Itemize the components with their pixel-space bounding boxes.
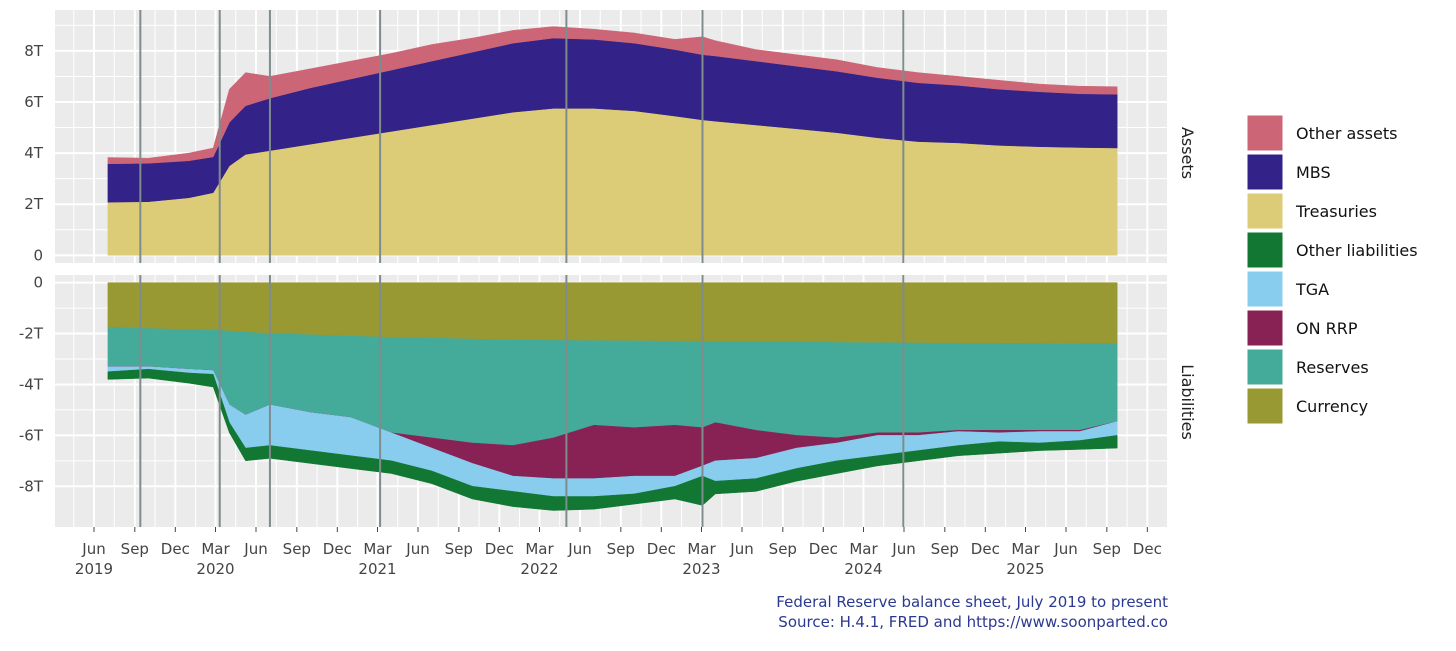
legend-label: Other assets (1296, 124, 1397, 143)
y-tick-label: -8T (19, 477, 44, 495)
panel-assets: 0 2T 4T 6T 8T (24, 10, 1169, 264)
x-tick-label: Dec (971, 540, 1000, 558)
x-tick-label: Sep (121, 540, 149, 558)
x-tick-label: Dec (809, 540, 838, 558)
legend-label: Currency (1296, 397, 1368, 416)
legend-label: ON RRP (1296, 319, 1358, 338)
x-tick-label: Mar (201, 540, 230, 558)
y-tick-label: 8T (24, 42, 44, 60)
x-year-label: 2023 (682, 560, 720, 578)
x-tick-label: Mar (1011, 540, 1040, 558)
caption-title: Federal Reserve balance sheet, July 2019… (776, 593, 1168, 611)
x-year-label: 2022 (520, 560, 558, 578)
y-tick-label: -2T (19, 325, 44, 343)
y-tick-label: 6T (24, 93, 44, 111)
caption-source: Source: H.4.1, FRED and https://www.soon… (778, 613, 1168, 631)
legend-swatch (1246, 309, 1284, 347)
x-tick-label: Dec (323, 540, 352, 558)
strip-label-assets: Assets (1178, 127, 1197, 179)
legend-swatch (1246, 348, 1284, 386)
y-tick-label: 0 (33, 274, 43, 292)
y-tick-label: 0 (33, 246, 43, 264)
area-other-assets (107, 26, 1118, 165)
area-other-liabilities (107, 368, 1118, 511)
legend-label: MBS (1296, 163, 1331, 182)
x-tick-label: Sep (1093, 540, 1121, 558)
y-tick-label: 2T (24, 195, 44, 213)
x-tick-label: Mar (849, 540, 878, 558)
x-tick-label: Sep (769, 540, 797, 558)
x-year-label: 2019 (75, 560, 113, 578)
x-tick-label: Sep (283, 540, 311, 558)
x-year-label: 2020 (196, 560, 234, 578)
legend-label: Other liabilities (1296, 241, 1418, 260)
x-tick-label: Jun (729, 540, 753, 558)
legend-swatch (1246, 270, 1284, 308)
y-tick-label: 4T (24, 144, 44, 162)
strip-label-liabilities: Liabilities (1178, 364, 1197, 440)
legend-swatch (1246, 231, 1284, 269)
x-axis: Jun 2019 Sep Dec Mar 2020 Jun Sep Dec Mar 2021 Jun S… (75, 527, 1162, 578)
x-tick-label: Dec (485, 540, 514, 558)
x-tick-label: Jun (81, 540, 105, 558)
x-tick-label: Dec (647, 540, 676, 558)
legend-swatch (1246, 192, 1284, 230)
panel-liabilities: 0 -2T -4T -6T -8T (19, 274, 1169, 527)
x-tick-label: Mar (363, 540, 392, 558)
legend-label: Reserves (1296, 358, 1369, 377)
x-tick-label: Dec (1133, 540, 1162, 558)
x-tick-label: Jun (891, 540, 915, 558)
x-tick-label: Jun (405, 540, 429, 558)
x-year-label: 2021 (358, 560, 396, 578)
legend-swatch (1246, 114, 1284, 152)
legend: Other assets MBS Treasuries Other liabiliti… (1246, 114, 1418, 425)
panels: 0 2T 4T 6T 8T 0 -2T -4T -6T -8T (19, 10, 1169, 527)
x-year-label: 2025 (1006, 560, 1044, 578)
y-tick-label: -4T (19, 375, 44, 393)
x-tick-label: Jun (1053, 540, 1077, 558)
x-tick-label: Sep (445, 540, 473, 558)
legend-label: Treasuries (1295, 202, 1377, 221)
x-tick-label: Jun (567, 540, 591, 558)
x-tick-label: Dec (161, 540, 190, 558)
x-year-label: 2024 (844, 560, 882, 578)
y-tick-label: -6T (19, 426, 44, 444)
legend-swatch (1246, 153, 1284, 191)
x-tick-label: Mar (525, 540, 554, 558)
x-tick-label: Jun (243, 540, 267, 558)
legend-label: TGA (1295, 280, 1329, 299)
x-tick-label: Sep (931, 540, 959, 558)
x-tick-label: Mar (687, 540, 716, 558)
legend-swatch (1246, 387, 1284, 425)
x-tick-label: Sep (607, 540, 635, 558)
